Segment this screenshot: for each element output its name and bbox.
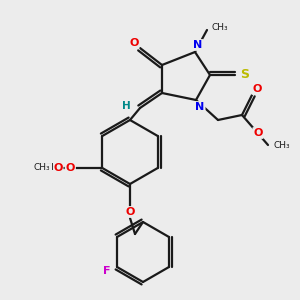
Text: N: N — [195, 102, 205, 112]
Text: CH₃: CH₃ — [34, 164, 51, 172]
Text: O: O — [252, 84, 262, 94]
Text: O: O — [129, 38, 139, 48]
Text: O: O — [66, 163, 75, 173]
Text: methoxy: methoxy — [52, 167, 58, 168]
Text: N: N — [194, 40, 202, 50]
Text: H: H — [122, 101, 130, 111]
Text: O: O — [54, 163, 63, 173]
Text: O: O — [253, 128, 263, 138]
Text: S: S — [241, 68, 250, 82]
Text: CH₃: CH₃ — [273, 140, 290, 149]
Text: O: O — [125, 207, 135, 217]
Text: F: F — [103, 266, 111, 276]
Text: CH₃: CH₃ — [212, 22, 229, 32]
Text: OCH₃: OCH₃ — [38, 163, 62, 172]
